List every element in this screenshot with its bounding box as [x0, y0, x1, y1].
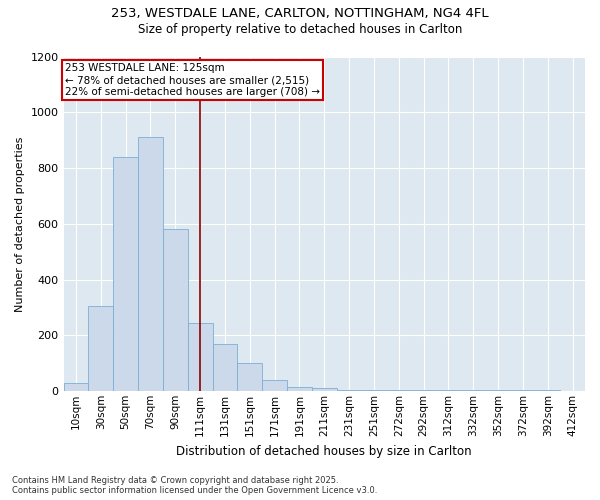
- X-axis label: Distribution of detached houses by size in Carlton: Distribution of detached houses by size …: [176, 444, 472, 458]
- Bar: [163, 230, 188, 392]
- Bar: [238, 364, 262, 392]
- Text: Size of property relative to detached houses in Carlton: Size of property relative to detached ho…: [138, 22, 462, 36]
- Bar: [362, 390, 386, 392]
- Bar: [262, 380, 287, 392]
- Bar: [212, 344, 238, 392]
- Bar: [64, 383, 88, 392]
- Bar: [436, 390, 461, 392]
- Bar: [535, 390, 560, 392]
- Bar: [560, 390, 585, 392]
- Bar: [113, 157, 138, 392]
- Bar: [138, 138, 163, 392]
- Text: 253 WESTDALE LANE: 125sqm
← 78% of detached houses are smaller (2,515)
22% of se: 253 WESTDALE LANE: 125sqm ← 78% of detac…: [65, 64, 320, 96]
- Bar: [386, 390, 411, 392]
- Bar: [312, 388, 337, 392]
- Bar: [511, 390, 535, 392]
- Text: 253, WESTDALE LANE, CARLTON, NOTTINGHAM, NG4 4FL: 253, WESTDALE LANE, CARLTON, NOTTINGHAM,…: [111, 8, 489, 20]
- Bar: [287, 387, 312, 392]
- Bar: [485, 390, 511, 392]
- Bar: [411, 390, 436, 392]
- Bar: [461, 390, 485, 392]
- Bar: [188, 323, 212, 392]
- Y-axis label: Number of detached properties: Number of detached properties: [15, 136, 25, 312]
- Bar: [88, 306, 113, 392]
- Text: Contains HM Land Registry data © Crown copyright and database right 2025.
Contai: Contains HM Land Registry data © Crown c…: [12, 476, 377, 495]
- Bar: [337, 390, 362, 392]
